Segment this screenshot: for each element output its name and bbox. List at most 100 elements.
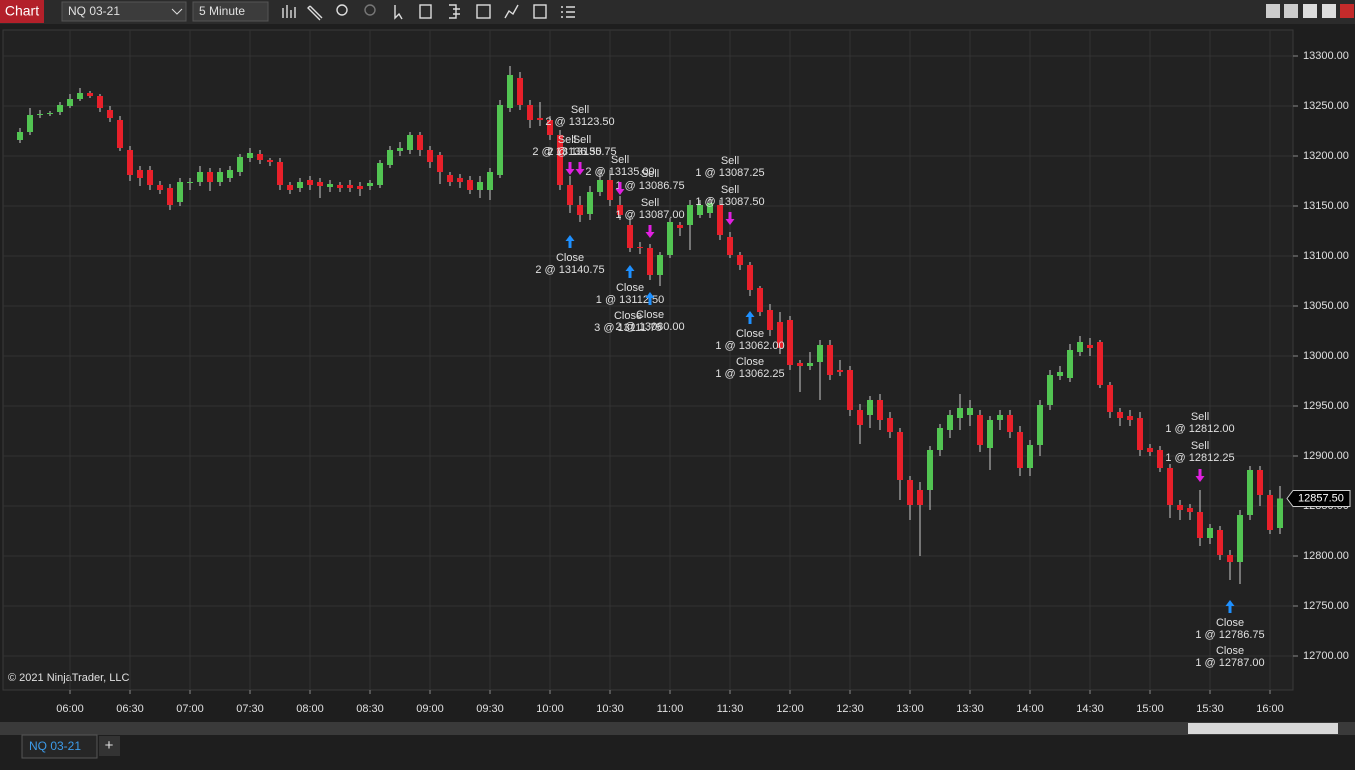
trade-action: Close bbox=[616, 282, 644, 294]
candle-body bbox=[27, 115, 33, 132]
properties-icon[interactable] bbox=[449, 4, 460, 19]
close-arrow bbox=[625, 265, 635, 278]
candle-body bbox=[727, 237, 733, 255]
interval-box[interactable] bbox=[192, 1, 269, 22]
candle-body bbox=[587, 192, 593, 214]
trade-action: Close bbox=[736, 328, 764, 340]
candle-body bbox=[237, 157, 243, 172]
y-tick-label: 13100.00 bbox=[1303, 250, 1349, 262]
pointer-icon[interactable] bbox=[394, 5, 403, 20]
trade-action: Sell bbox=[721, 184, 739, 196]
strategies-icon[interactable] bbox=[504, 4, 519, 19]
tab-label[interactable]: NQ 03-21 bbox=[29, 739, 81, 753]
minimize-button[interactable] bbox=[1303, 4, 1317, 18]
trade-action: Close bbox=[556, 252, 584, 264]
candle-body bbox=[1137, 418, 1143, 450]
candle-body bbox=[577, 205, 583, 215]
candle-body bbox=[447, 175, 453, 182]
indicators-icon[interactable] bbox=[476, 4, 491, 19]
data-box-icon[interactable] bbox=[419, 4, 432, 19]
candle-body bbox=[127, 150, 133, 175]
trade-action: Sell bbox=[641, 168, 659, 180]
maximize-button[interactable] bbox=[1322, 4, 1336, 18]
trade-action: Close bbox=[736, 356, 764, 368]
x-tick-label: 06:00 bbox=[56, 703, 84, 715]
candle-body bbox=[57, 105, 63, 112]
menu-icon[interactable] bbox=[561, 6, 575, 18]
y-tick-label: 13150.00 bbox=[1303, 200, 1349, 212]
instrument[interactable]: NQ 03-21 bbox=[68, 4, 120, 18]
close-arrow bbox=[745, 311, 755, 324]
template-icon[interactable] bbox=[533, 4, 547, 19]
close-button[interactable] bbox=[1340, 4, 1354, 18]
candle-body bbox=[1067, 350, 1073, 378]
candle-body bbox=[157, 185, 163, 190]
candle-body bbox=[777, 322, 783, 348]
x-tick-label: 10:30 bbox=[596, 703, 624, 715]
candle-body bbox=[287, 185, 293, 190]
candle-body bbox=[1107, 385, 1113, 412]
tab[interactable] bbox=[21, 734, 98, 759]
scroll-thumb[interactable] bbox=[1188, 723, 1338, 734]
candle-body bbox=[487, 172, 493, 190]
candle-body bbox=[467, 180, 473, 190]
candle-body bbox=[87, 93, 93, 96]
trade-action: Close bbox=[636, 309, 664, 321]
interval[interactable]: 5 Minute bbox=[199, 4, 245, 18]
candle-body bbox=[117, 120, 123, 148]
candle-body bbox=[1147, 448, 1153, 452]
candle-body bbox=[387, 150, 393, 165]
trade-action: Sell bbox=[641, 197, 659, 209]
candle-body bbox=[137, 170, 143, 178]
app-label-box bbox=[0, 0, 44, 23]
candle-body bbox=[677, 225, 683, 228]
candle-body bbox=[597, 180, 603, 192]
trade-detail: 1 @ 12812.00 bbox=[1165, 423, 1234, 435]
y-tick-label: 12800.00 bbox=[1303, 550, 1349, 562]
y-tick-label: 12700.00 bbox=[1303, 650, 1349, 662]
candle-body bbox=[757, 288, 763, 312]
candle-body bbox=[967, 408, 973, 415]
draw-icon[interactable] bbox=[307, 5, 323, 21]
candle-body bbox=[787, 320, 793, 365]
x-tick-label: 07:00 bbox=[176, 703, 204, 715]
trade-action: Sell bbox=[558, 134, 576, 146]
window-button[interactable] bbox=[1266, 4, 1280, 18]
sell-arrow bbox=[615, 182, 625, 195]
window-button[interactable] bbox=[1284, 4, 1298, 18]
trade-action: Close bbox=[614, 310, 642, 322]
candle-body bbox=[647, 248, 653, 275]
candle-body bbox=[417, 135, 423, 150]
trade-detail: 2 @ 13080.00 bbox=[615, 321, 684, 333]
close-arrow bbox=[565, 235, 575, 248]
instrument-select[interactable] bbox=[61, 1, 187, 22]
x-tick-label: 08:30 bbox=[356, 703, 384, 715]
trade-detail: 1 @ 13087.00 bbox=[615, 209, 684, 221]
trade-detail: 1 @ 12787.00 bbox=[1195, 657, 1264, 669]
trade-detail: 2 @ 13135.75 bbox=[547, 146, 616, 158]
candle-body bbox=[227, 170, 233, 178]
candle-body bbox=[1037, 405, 1043, 445]
zoom-out-icon[interactable] bbox=[364, 4, 376, 16]
add-tab[interactable]: + bbox=[105, 737, 114, 754]
candle-body bbox=[887, 418, 893, 432]
trade-detail: 1 @ 13062.00 bbox=[715, 340, 784, 352]
scrollbar[interactable] bbox=[0, 722, 1355, 735]
trade-action: Sell bbox=[573, 134, 591, 146]
candle-body bbox=[927, 450, 933, 490]
y-tick-label: 12750.00 bbox=[1303, 600, 1349, 612]
candle-body bbox=[507, 75, 513, 108]
toolbar-icons[interactable] bbox=[282, 4, 575, 21]
candle-body bbox=[257, 154, 263, 160]
candle-body bbox=[707, 203, 713, 213]
candle-body bbox=[307, 180, 313, 185]
close-arrow bbox=[645, 292, 655, 305]
dropdown-arrow[interactable] bbox=[171, 8, 183, 15]
candle-body bbox=[277, 162, 283, 185]
add-tab-button[interactable] bbox=[99, 736, 120, 756]
candle-body bbox=[377, 163, 383, 185]
last-price-label: 12857.50 bbox=[1298, 492, 1344, 504]
y-tick-label: 13200.00 bbox=[1303, 150, 1349, 162]
zoom-in-icon[interactable] bbox=[336, 4, 348, 16]
bars-icon[interactable] bbox=[282, 5, 296, 18]
